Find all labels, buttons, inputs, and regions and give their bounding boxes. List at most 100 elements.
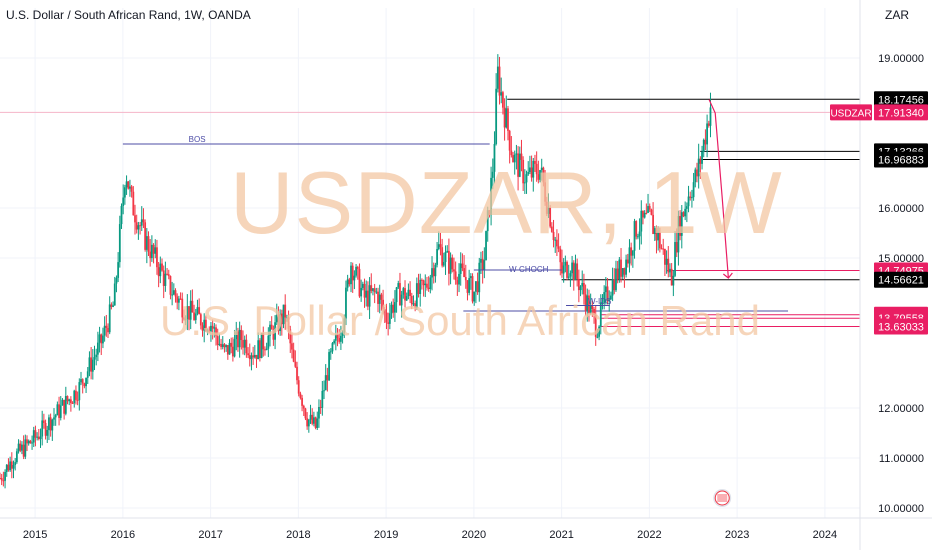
candle-body — [17, 443, 20, 452]
candle-body — [299, 393, 302, 398]
candle-body — [680, 212, 683, 236]
candle-body — [44, 422, 47, 436]
candle-body — [247, 353, 249, 356]
symbol-label-box — [830, 104, 872, 121]
candle-body — [250, 355, 253, 360]
candle-body — [274, 322, 276, 340]
candle-body — [518, 153, 521, 177]
candle-body — [348, 279, 351, 285]
candle-body — [260, 333, 263, 358]
candle-body — [512, 155, 514, 163]
candle-body — [550, 226, 553, 232]
candle-body — [86, 371, 89, 378]
candle-body — [412, 303, 415, 305]
candle-body — [39, 436, 42, 440]
candle-body — [454, 271, 457, 281]
candle-body — [0, 478, 3, 481]
candle-body — [284, 304, 287, 318]
candle-body — [304, 408, 307, 419]
candle-body — [318, 406, 320, 419]
candle-body — [265, 348, 268, 350]
candle-body — [179, 298, 182, 300]
candle-body — [626, 259, 629, 264]
y-tick-label: 19.00000 — [878, 53, 924, 65]
candle-body — [91, 359, 94, 372]
candle-body — [123, 187, 126, 198]
candle-body — [567, 276, 570, 278]
price-label-text: 17.91340 — [878, 107, 924, 119]
candle-body — [426, 283, 428, 288]
candle-body — [98, 334, 101, 343]
candle-body — [280, 313, 283, 325]
candle-body — [365, 290, 368, 298]
candle-body — [399, 283, 401, 306]
candle-body — [540, 167, 543, 171]
candle-body — [623, 268, 626, 275]
candle-body — [620, 259, 622, 277]
candle-body — [264, 349, 266, 351]
candle-body — [608, 299, 611, 302]
candle-body — [336, 334, 339, 339]
candle-body — [226, 345, 229, 355]
candle-body — [210, 325, 212, 332]
candle-body — [237, 331, 239, 348]
candle-body — [216, 336, 219, 345]
candle-body — [213, 327, 216, 329]
candle-body — [532, 160, 535, 178]
candle-body — [228, 342, 231, 355]
candle-body — [561, 262, 563, 274]
candle-body — [404, 288, 406, 301]
candle-body — [409, 289, 411, 297]
candle-body — [562, 265, 565, 274]
candle-body — [420, 279, 423, 281]
candle-body — [471, 276, 474, 302]
candle-body — [301, 397, 303, 406]
candle-body — [272, 329, 275, 340]
candle-body — [699, 158, 702, 164]
candle-body — [108, 304, 111, 333]
candle-body — [535, 163, 538, 175]
levels-layer — [0, 98, 860, 327]
candle-body — [61, 399, 64, 406]
candle-body — [545, 201, 548, 214]
candle-body — [270, 324, 273, 330]
candle-body — [285, 317, 288, 319]
candle-body — [500, 92, 503, 96]
candle-body — [183, 317, 185, 320]
candle-body — [78, 382, 81, 401]
candle-body — [542, 167, 545, 183]
candle-body — [319, 406, 322, 408]
candle-body — [422, 280, 425, 286]
price-label-box — [874, 151, 928, 168]
candle-body — [599, 302, 602, 327]
candle-body — [566, 261, 568, 278]
candle-body — [169, 276, 172, 295]
candle-body — [334, 334, 337, 341]
candle-body — [554, 239, 557, 241]
candle-body — [257, 340, 260, 360]
candle-body — [189, 300, 192, 320]
candle-body — [36, 436, 39, 438]
candle-body — [199, 314, 202, 326]
candle-body — [652, 214, 655, 235]
candle-body — [161, 263, 163, 271]
candle-body — [81, 379, 84, 384]
candle-body — [604, 286, 607, 293]
candle-body — [113, 283, 116, 306]
candle-body — [616, 268, 619, 280]
candle-body — [569, 273, 572, 277]
x-tick-label: 2019 — [374, 529, 398, 541]
price-label-text: 13.63033 — [878, 321, 924, 333]
candle-body — [672, 275, 675, 286]
candle-body — [464, 276, 467, 281]
candle-body — [107, 327, 109, 333]
candle-body — [675, 242, 678, 253]
x-tick-label: 2016 — [111, 529, 135, 541]
candle-body — [645, 212, 648, 214]
y-tick-label: 16.00000 — [878, 203, 924, 215]
candle-body — [588, 295, 590, 314]
candle-body — [156, 247, 158, 268]
candle-body — [549, 207, 552, 227]
